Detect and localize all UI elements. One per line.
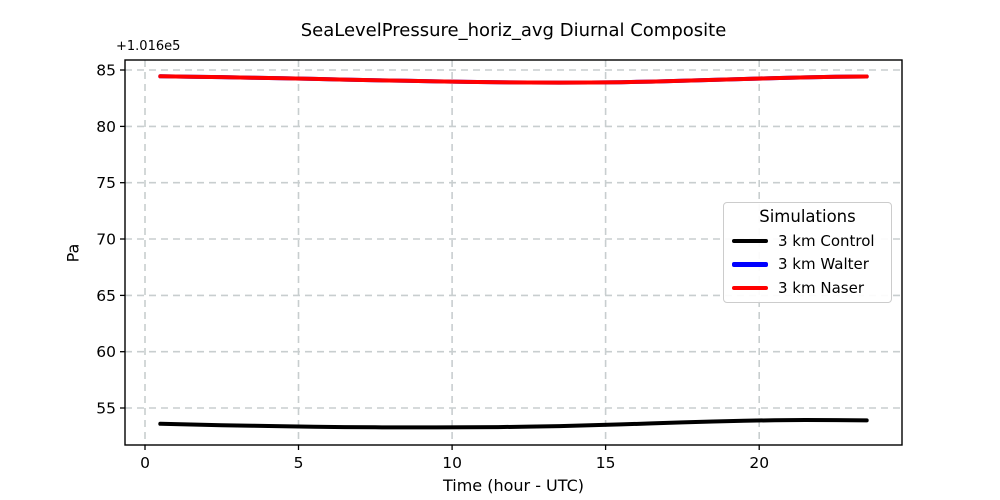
x-tick-label: 10 (442, 454, 462, 472)
series-line-3-km-naser (158, 74, 869, 85)
control-line-swatch (732, 238, 768, 243)
x-tick-label: 5 (294, 454, 304, 472)
legend-entry-walter: 3 km Walter (724, 253, 891, 277)
chart-title: SeaLevelPressure_horiz_avg Diurnal Compo… (300, 20, 727, 41)
y-tick-label: 60 (96, 343, 116, 361)
legend-entry-naser: 3 km Naser (724, 276, 891, 300)
y-tick-label: 80 (96, 118, 116, 136)
walter-line-swatch (732, 262, 768, 267)
legend-entry-control: 3 km Control (724, 229, 891, 253)
series-line-3-km-control (158, 418, 869, 430)
y-tick-label: 75 (96, 174, 116, 192)
y-axis-offset-text: +1.016e5 (116, 39, 181, 54)
y-tick-label: 55 (96, 400, 116, 418)
y-tick-label: 65 (96, 287, 116, 305)
legend-entry-label: 3 km Walter (778, 255, 869, 274)
y-tick-label: 70 (96, 231, 116, 249)
legend: Simulations 3 km Control 3 km Walter 3 k… (723, 202, 892, 303)
x-tick-label: 15 (596, 454, 616, 472)
y-tick-label: 85 (96, 62, 116, 80)
y-axis-label: Pa (63, 243, 83, 263)
x-tick-label: 20 (749, 454, 769, 472)
axes-spines (124, 59, 903, 446)
legend-entry-label: 3 km Control (778, 231, 875, 250)
x-axis-label: Time (hour - UTC) (442, 476, 585, 495)
legend-title: Simulations (759, 207, 856, 226)
legend-entry-label: 3 km Naser (778, 278, 865, 297)
naser-line-swatch (732, 285, 768, 290)
x-tick-label: 0 (140, 454, 150, 472)
